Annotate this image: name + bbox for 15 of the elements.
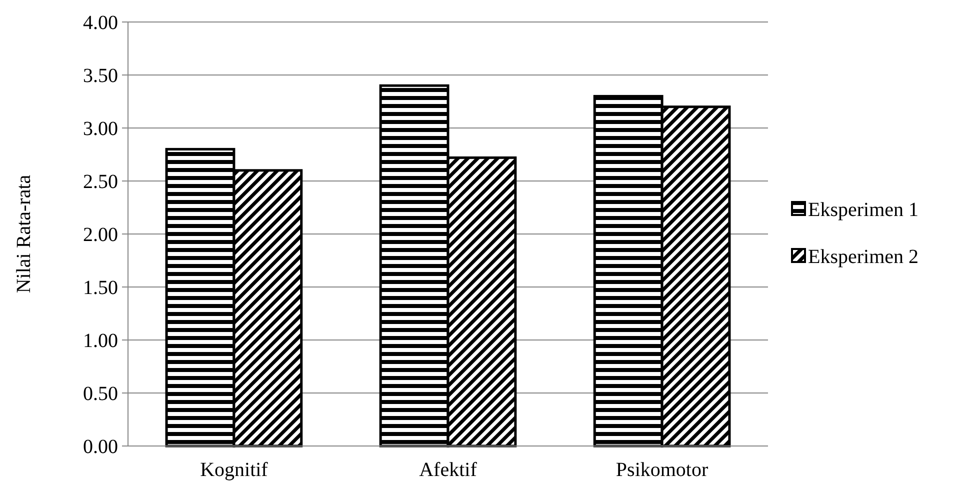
y-tick-label: 0.50 [83,383,118,405]
y-tick-label: 2.50 [83,171,118,193]
y-tick-label: 1.00 [83,330,118,352]
y-tick-label: 0.00 [83,436,118,458]
x-tick-label: Kognitif [200,459,268,481]
y-tick-label: 4.00 [83,12,118,34]
y-tick-label: 1.50 [83,277,118,299]
x-tick-label: Afektif [419,459,478,481]
y-tick-label: 3.50 [83,65,118,87]
y-axis-title: Nilai Rata-rata [13,174,35,294]
y-tick-label: 2.00 [83,224,118,246]
legend-label: Eksperimen 2 [808,246,919,268]
y-tick-label: 3.00 [83,118,118,140]
legend-label: Eksperimen 1 [808,199,919,221]
x-tick-label: Psikomotor [616,459,708,481]
